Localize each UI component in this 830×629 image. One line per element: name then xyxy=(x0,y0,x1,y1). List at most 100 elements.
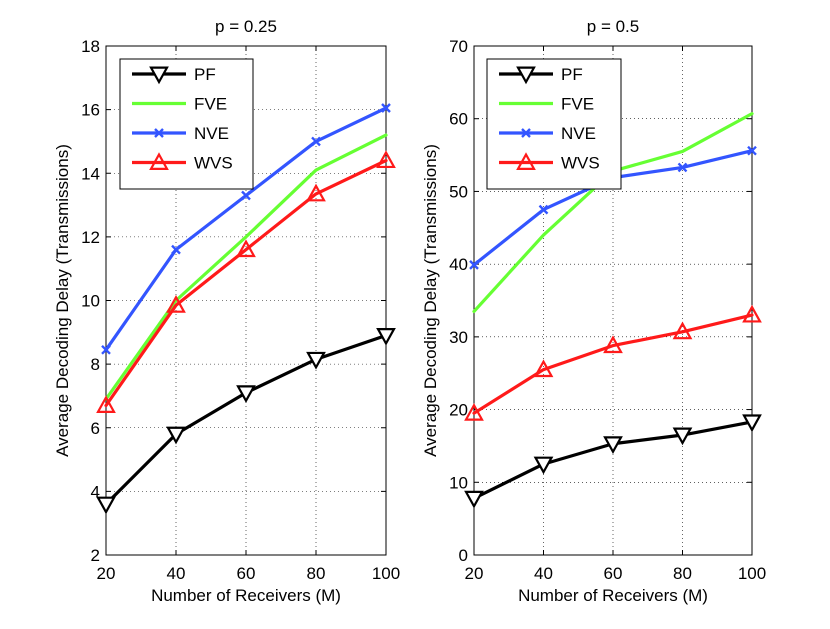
data-point-nve-stroke-b xyxy=(311,136,321,147)
x-tick-label: 20 xyxy=(465,564,484,583)
legend: PF FVE NVE WVS xyxy=(486,58,622,190)
legend-swatch-marker xyxy=(516,66,536,85)
y-axis-label: Average Decoding Delay (Transmissions) xyxy=(421,144,440,457)
data-point-nve xyxy=(381,103,391,113)
data-point-wvs xyxy=(533,359,554,378)
data-point-nve xyxy=(469,260,479,270)
x-tick-label: 80 xyxy=(307,564,326,583)
x-axis-label: Number of Receivers (M) xyxy=(151,586,341,605)
legend-label: WVS xyxy=(194,154,233,173)
data-point-nve xyxy=(538,204,549,215)
data-point-pf xyxy=(533,456,554,475)
data-point-nve-stroke-b xyxy=(469,260,479,270)
x-tick-label: 60 xyxy=(237,564,256,583)
data-point-nve xyxy=(747,145,757,156)
series-pf xyxy=(464,414,762,509)
legend-entry-pf: PF xyxy=(132,65,216,85)
data-point-wvs xyxy=(236,239,256,258)
chart-title: p = 0.5 xyxy=(587,17,639,36)
x-tick-label: 40 xyxy=(167,564,186,583)
y-tick-label: 10 xyxy=(449,473,468,492)
series-nve xyxy=(101,103,391,355)
legend-label: FVE xyxy=(561,95,594,114)
data-point-wvs xyxy=(603,335,623,354)
legend-label: NVE xyxy=(194,124,229,143)
legend-label: PF xyxy=(561,65,583,84)
data-point-nve xyxy=(311,136,321,147)
legend-label: NVE xyxy=(561,124,596,143)
legend-entry-pf: PF xyxy=(499,65,583,85)
data-point-nve-stroke-b xyxy=(677,162,688,173)
data-point-nve xyxy=(171,244,181,255)
data-point-nve-stroke-b xyxy=(241,190,251,201)
legend-box xyxy=(119,58,254,190)
data-point-pf xyxy=(742,414,762,433)
legend-swatch-marker-stroke-b xyxy=(154,128,164,138)
x-tick-label: 100 xyxy=(372,564,400,583)
x-tick-label: 100 xyxy=(738,564,766,583)
x-tick-label: 20 xyxy=(97,564,116,583)
y-tick-label: 6 xyxy=(91,419,100,438)
legend-entry-nve: NVE xyxy=(132,124,229,143)
data-point-pf xyxy=(96,496,116,515)
y-tick-label: 18 xyxy=(81,37,100,56)
legend-label: FVE xyxy=(194,95,227,114)
y-tick-label: 4 xyxy=(91,482,100,501)
data-point-pf xyxy=(306,351,326,370)
y-tick-label: 20 xyxy=(449,401,468,420)
legend: PF FVE NVE WVS xyxy=(119,58,254,190)
data-point-wvs xyxy=(96,395,116,413)
series-wvs xyxy=(464,304,762,421)
data-point-wvs xyxy=(306,183,326,202)
legend-label: PF xyxy=(194,65,216,84)
legend-swatch-marker xyxy=(154,128,164,138)
legend-entry-wvs: WVS xyxy=(132,152,233,173)
data-point-nve xyxy=(677,162,688,173)
legend-label: WVS xyxy=(561,154,600,173)
data-point-nve-stroke-b xyxy=(538,204,549,215)
legend-entry-fve: FVE xyxy=(499,95,594,114)
data-point-wvs xyxy=(376,150,396,169)
y-axis-label: Average Decoding Delay (Transmissions) xyxy=(53,144,72,457)
y-tick-label: 12 xyxy=(81,228,100,247)
data-point-pf xyxy=(603,436,623,455)
y-tick-label: 60 xyxy=(449,110,468,129)
legend-box xyxy=(486,58,622,190)
series-line-fve xyxy=(104,133,388,401)
legend-swatch-marker-stroke-b xyxy=(521,128,531,138)
legend-entry-wvs: WVS xyxy=(499,152,600,173)
legend-swatch-marker xyxy=(516,152,536,170)
data-point-nve xyxy=(241,190,251,201)
chart-title: p = 0.25 xyxy=(215,17,277,36)
y-tick-label: 16 xyxy=(81,101,100,120)
data-point-nve-stroke-b xyxy=(171,244,181,255)
data-point-pf xyxy=(464,490,484,509)
y-tick-label: 40 xyxy=(449,255,468,274)
y-tick-label: 50 xyxy=(449,182,468,201)
series-line-wvs xyxy=(104,158,388,408)
x-tick-label: 40 xyxy=(534,564,553,583)
chart-panel-2: 20 40 60 80 100 0 10 20 30 40 50 60 70 p = 0.5 Number … xyxy=(421,17,766,605)
data-point-nve-stroke-b xyxy=(381,103,391,113)
y-tick-label: 14 xyxy=(81,164,100,183)
series-pf xyxy=(96,327,396,515)
y-tick-label: 2 xyxy=(91,546,100,565)
x-tick-label: 60 xyxy=(604,564,623,583)
data-point-nve xyxy=(101,344,111,355)
y-tick-label: 70 xyxy=(449,37,468,56)
x-axis-label: Number of Receivers (M) xyxy=(518,586,708,605)
legend-entry-fve: FVE xyxy=(132,95,227,114)
data-point-pf xyxy=(376,327,396,346)
data-point-wvs xyxy=(166,295,186,313)
data-point-wvs xyxy=(742,304,762,323)
data-point-nve-stroke-b xyxy=(101,344,111,355)
y-tick-label: 30 xyxy=(449,328,468,347)
y-tick-label: 0 xyxy=(459,546,468,565)
series-fve xyxy=(104,133,388,401)
x-tick-label: 80 xyxy=(673,564,692,583)
data-point-nve-stroke-b xyxy=(747,145,757,156)
data-point-pf xyxy=(672,427,693,446)
data-point-pf xyxy=(166,426,186,445)
